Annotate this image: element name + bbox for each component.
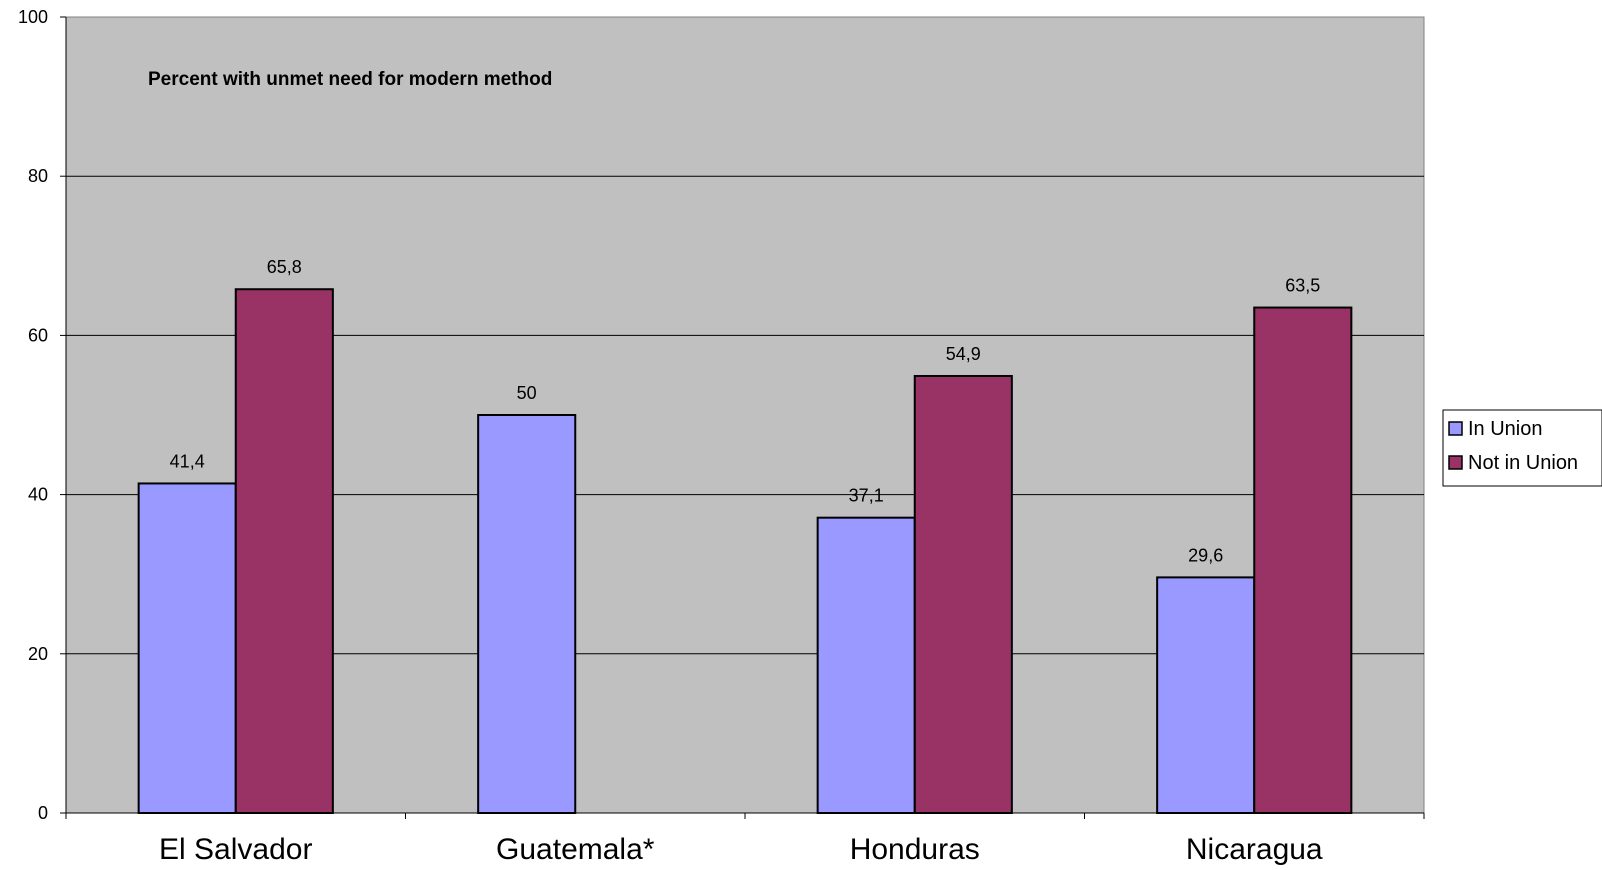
bar [137,482,237,814]
data-label: 29,6 [1188,545,1223,565]
bars [137,288,1353,815]
y-tick-label: 0 [38,803,48,823]
x-category-label: Guatemala* [496,833,655,866]
y-tick-label: 100 [18,7,48,27]
bar [1156,576,1256,814]
axes: 0 20 40 60 80 100 El Salvador Guatemala* Hondura… [18,7,1425,866]
y-tick-label: 20 [28,644,48,664]
data-label: 65,8 [267,257,302,277]
bar [477,414,577,814]
data-label: 50 [517,383,537,403]
x-category-label: Nicaragua [1186,833,1323,866]
data-label: 41,4 [170,451,205,471]
chart-title: Percent with unmet need for modern metho… [148,69,552,90]
x-category-label: Honduras [850,833,980,866]
y-tick-label: 40 [28,485,48,505]
data-label: 37,1 [849,486,884,506]
bar [816,516,916,815]
legend: In Union Not in Union [1442,409,1602,487]
legend-label: Not in Union [1468,452,1578,474]
data-label: 54,9 [946,344,981,364]
bar [913,374,1013,814]
y-tick-label: 60 [28,325,48,345]
data-label: 63,5 [1285,276,1320,296]
bar [1253,306,1353,814]
data-labels: 41,4 50 37,1 29,6 65,8 54,9 63,5 [170,257,1321,565]
legend-swatch [1448,455,1463,470]
legend-box [1442,409,1602,487]
x-category-label: El Salvador [159,833,312,866]
legend-swatch [1448,421,1463,436]
legend-label: In Union [1468,418,1543,440]
y-tick-label: 80 [28,166,48,186]
bar [234,288,334,814]
